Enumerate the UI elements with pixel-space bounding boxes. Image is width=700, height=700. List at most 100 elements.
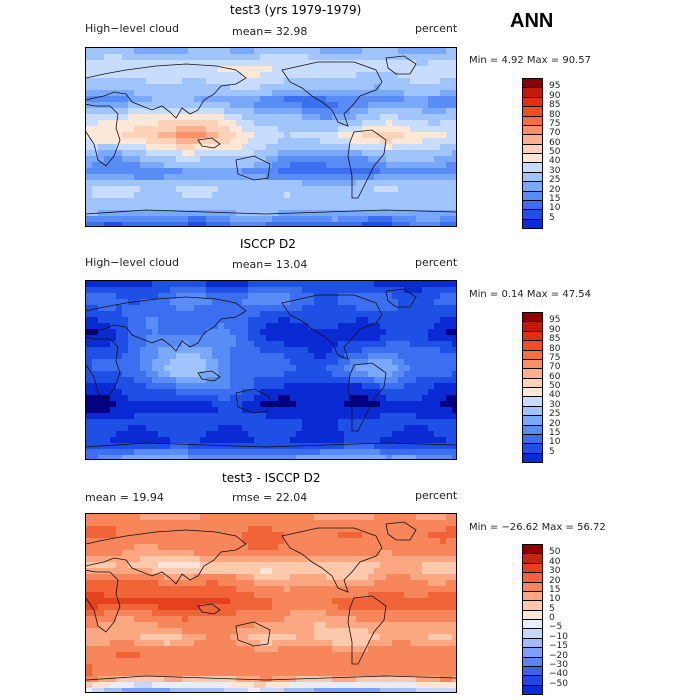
contour-cell (200, 532, 207, 539)
contour-cell (362, 335, 369, 342)
contour-cell (122, 449, 129, 456)
contour-field (86, 48, 456, 226)
contour-cell (284, 544, 291, 551)
contour-cell (236, 556, 243, 563)
contour-cell (212, 550, 219, 557)
contour-cell (380, 377, 387, 384)
contour-cell (242, 120, 249, 127)
contour-cell (266, 544, 273, 551)
contour-cell (116, 407, 123, 414)
contour-cell (236, 216, 243, 223)
contour-cell (116, 222, 123, 226)
contour-cell (380, 550, 387, 557)
contour-cell (116, 287, 123, 294)
colorbar-tick-label: 25 (549, 409, 561, 420)
contour-cell (254, 371, 261, 378)
contour-cell (164, 365, 171, 372)
contour-cell (164, 389, 171, 396)
contour-cell (452, 365, 456, 372)
contour-cell (416, 48, 423, 55)
contour-cell (248, 54, 255, 61)
contour-cell (314, 520, 321, 527)
contour-cell (188, 544, 195, 551)
contour-cell (272, 419, 279, 426)
contour-cell (140, 437, 147, 444)
contour-cell (392, 180, 399, 187)
contour-cell (326, 353, 333, 360)
contour-cell (308, 299, 315, 306)
contour-cell (194, 413, 201, 420)
contour-cell (260, 192, 267, 199)
contour-cell (332, 359, 339, 366)
contour-cell (200, 592, 207, 599)
contour-cell (428, 449, 435, 456)
contour-cell (386, 317, 393, 324)
contour-cell (356, 550, 363, 557)
contour-cell (200, 377, 207, 384)
contour-cell (434, 132, 441, 139)
contour-cell (170, 526, 177, 533)
contour-cell (332, 562, 339, 569)
contour-cell (134, 108, 141, 115)
contour-cell (362, 455, 369, 459)
contour-cell (290, 407, 297, 414)
contour-cell (320, 78, 327, 85)
contour-cell (128, 347, 135, 354)
contour-cell (110, 138, 117, 145)
contour-cell (230, 293, 237, 300)
contour-cell (122, 48, 129, 55)
contour-cell (272, 556, 279, 563)
contour-cell (380, 192, 387, 199)
contour-cell (92, 383, 99, 390)
contour-cell (356, 54, 363, 61)
contour-cell (434, 192, 441, 199)
contour-cell (284, 377, 291, 384)
contour-cell (140, 413, 147, 420)
contour-cell (392, 598, 399, 605)
contour-cell (350, 556, 357, 563)
contour-cell (356, 323, 363, 330)
contour-cell (86, 604, 93, 611)
contour-cell (314, 419, 321, 426)
contour-cell (230, 162, 237, 169)
contour-cell (434, 514, 441, 521)
contour-cell (242, 222, 249, 226)
contour-cell (326, 108, 333, 115)
contour-cell (164, 407, 171, 414)
contour-cell (176, 144, 183, 151)
contour-cell (164, 162, 171, 169)
contour-cell (398, 389, 405, 396)
contour-cell (158, 449, 165, 456)
contour-cell (410, 120, 417, 127)
contour-cell (338, 407, 345, 414)
contour-cell (122, 419, 129, 426)
contour-cell (176, 407, 183, 414)
contour-cell (110, 323, 117, 330)
contour-cell (104, 347, 111, 354)
contour-cell (92, 622, 99, 629)
contour-cell (254, 168, 261, 175)
contour-cell (224, 425, 231, 432)
contour-cell (314, 293, 321, 300)
contour-cell (272, 192, 279, 199)
contour-cell (98, 54, 105, 61)
contour-cell (380, 66, 387, 73)
contour-cell (380, 216, 387, 223)
contour-cell (254, 180, 261, 187)
panel1-minmax: Min = 4.92 Max = 90.57 (469, 55, 591, 66)
contour-cell (350, 216, 357, 223)
contour-cell (332, 126, 339, 133)
contour-cell (140, 550, 147, 557)
contour-cell (86, 556, 93, 563)
contour-cell (410, 150, 417, 157)
contour-cell (122, 455, 129, 459)
contour-cell (296, 311, 303, 318)
contour-cell (314, 138, 321, 145)
contour-cell (344, 54, 351, 61)
contour-cell (296, 413, 303, 420)
contour-cell (170, 383, 177, 390)
contour-cell (152, 544, 159, 551)
contour-cell (92, 592, 99, 599)
contour-cell (332, 90, 339, 97)
contour-cell (218, 138, 225, 145)
